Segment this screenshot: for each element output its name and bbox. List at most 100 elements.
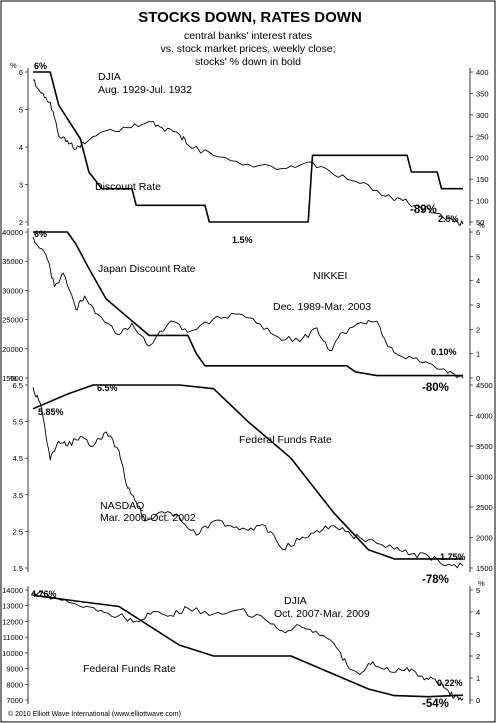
right-tick-label: 3 (476, 630, 480, 639)
subtitle-line-3: stocks' % down in bold (195, 56, 301, 68)
right-tick-label: 4 (476, 277, 480, 286)
rate-line (32, 594, 464, 698)
right-tick-label: 6 (476, 228, 480, 237)
left-tick-label: 13000 (2, 602, 23, 611)
stock-period: Aug. 1929-Jul. 1932 (98, 84, 192, 96)
rate-line (32, 384, 463, 560)
left-tick-label: 30000 (2, 286, 23, 295)
right-tick-label: 4 (476, 608, 480, 617)
left-tick-label: 5.5 (13, 418, 23, 427)
decline-percent: -54% (422, 698, 449, 710)
stock-line (32, 387, 464, 569)
left-axis-unit: % (10, 61, 17, 70)
right-tick-label: 250 (476, 132, 489, 141)
copyright: © 2010 Elliott Wave International (www.e… (8, 710, 181, 718)
rate-label: Federal Funds Rate (83, 663, 176, 675)
stock-label: NIKKEI (313, 270, 347, 282)
stock-period: Oct. 2007-Mar. 2009 (274, 608, 370, 620)
right-tick-label: 3 (476, 301, 480, 310)
right-tick-label: 5 (476, 586, 480, 595)
left-tick-label: 40000 (2, 228, 23, 237)
right-tick-label: 3500 (476, 442, 493, 451)
left-tick-label: 3 (19, 181, 23, 190)
left-tick-label: 14000 (2, 586, 23, 595)
left-tick-label: 7000 (6, 696, 23, 705)
right-tick-label: 3000 (476, 473, 493, 482)
left-tick-label: 15000 (2, 374, 23, 383)
stock-period: Mar. 2000-Oct. 2002 (100, 512, 196, 524)
right-tick-label: 1 (476, 350, 480, 359)
right-tick-label: 0 (476, 374, 480, 383)
right-tick-label: 1 (476, 674, 480, 683)
left-tick-label: 6.5 (13, 381, 23, 390)
decline-percent: -80% (422, 382, 449, 394)
right-tick-label: 350 (476, 89, 489, 98)
left-tick-label: 8000 (6, 680, 23, 689)
panel-3: % 1.5 2.5 3.5 4.5 5.5 6.5 1500 2000 2500 3000 3500 4… (10, 374, 493, 586)
stock-line (32, 79, 464, 227)
panel-4: % 7000 8000 9000 10000 11000 12000 13000 14000 0 1… (2, 579, 485, 710)
rate-label: Japan Discount Rate (98, 263, 196, 275)
left-tick-label: 9000 (6, 665, 23, 674)
right-tick-label: 400 (476, 68, 489, 77)
rate-line (33, 231, 463, 377)
right-tick-label: 50 (476, 218, 484, 227)
right-tick-label: 1500 (476, 564, 493, 573)
left-tick-label: 4 (19, 143, 23, 152)
right-tick-label: 150 (476, 175, 489, 184)
annotation-rate-end: 0.10% (431, 347, 457, 357)
annotation-rate-end: 0.22% (437, 678, 463, 688)
left-tick-label: 25000 (2, 316, 23, 325)
subtitle-line-1: central banks' interest rates (184, 30, 312, 42)
left-tick-label: 10000 (2, 649, 23, 658)
left-tick-label: 35000 (2, 257, 23, 266)
right-tick-label: 300 (476, 111, 489, 120)
right-axis-unit: % (478, 579, 485, 588)
decline-percent: -78% (422, 574, 449, 586)
left-tick-label: 2.5 (13, 527, 23, 536)
left-tick-label: 2 (19, 218, 23, 227)
right-tick-label: 2500 (476, 503, 493, 512)
decline-percent: -89% (410, 204, 437, 216)
rate-label: Federal Funds Rate (239, 434, 332, 446)
right-tick-label: 2 (476, 325, 480, 334)
right-tick-label: 200 (476, 154, 489, 163)
left-tick-label: 4.5 (13, 454, 23, 463)
annotation-rate-end: 2.5% (438, 214, 459, 224)
annotation-rate-low: 1.5% (232, 235, 253, 245)
right-tick-label: 2 (476, 652, 480, 661)
stock-period: Dec. 1989-Mar. 2003 (273, 301, 371, 313)
chart-title: STOCKS DOWN, RATES DOWN (138, 9, 362, 26)
left-tick-label: 11000 (3, 633, 23, 642)
annotation-rate-end: 1.75% (440, 552, 466, 562)
left-tick-label: 20000 (2, 345, 23, 354)
stock-line (32, 236, 464, 379)
left-tick-label: 6 (19, 68, 23, 77)
right-tick-label: 4000 (476, 412, 493, 421)
left-tick-label: 12000 (2, 617, 23, 626)
rate-label: Discount Rate (95, 181, 161, 193)
annotation-rate-peak: 6.5% (97, 383, 118, 393)
panel-2: % 15000 20000 25000 30000 35000 40000 0 1 2 3 4 5 6 NI… (2, 221, 485, 394)
stock-label: DJIA (284, 595, 307, 607)
right-tick-label: 2000 (476, 534, 493, 543)
annotation-rate-start: 5.85% (38, 407, 64, 417)
right-tick-label: 5 (476, 252, 480, 261)
annotation-rate-start: 4.76% (31, 589, 57, 599)
right-tick-label: 4500 (476, 381, 493, 390)
stock-label: DJIA (98, 71, 121, 83)
left-tick-label: 1.5 (13, 564, 23, 573)
right-tick-label: 0 (476, 696, 480, 705)
stock-label: NASDAQ (100, 500, 144, 512)
subtitle-line-2: vs. stock market prices, weekly close; (160, 43, 335, 55)
stock-line (32, 591, 464, 701)
left-tick-label: 5 (19, 106, 23, 115)
left-tick-label: 3.5 (13, 491, 23, 500)
right-axis-unit: % (478, 221, 485, 230)
annotation-rate-start: 6% (34, 61, 47, 71)
annotation-rate-start: 6% (34, 229, 47, 239)
right-tick-label: 100 (476, 197, 489, 206)
